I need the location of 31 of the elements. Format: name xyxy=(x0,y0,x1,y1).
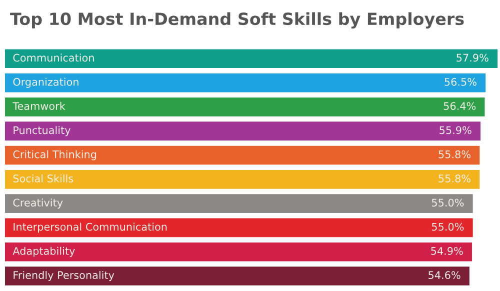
data-label: 55.9% xyxy=(440,126,472,134)
y-tick-label: Social Skills xyxy=(13,174,74,182)
data-label: 54.9% xyxy=(431,247,463,255)
y-tick-label: Creativity xyxy=(13,198,63,209)
y-tick-label: Communication xyxy=(13,54,94,62)
bar xyxy=(5,146,480,165)
bar xyxy=(5,218,473,238)
y-tick-label: Critical Thinking xyxy=(13,150,96,160)
bar xyxy=(5,266,470,286)
y-tick-label: Punctuality xyxy=(14,126,70,136)
bar xyxy=(5,122,480,141)
data-label: 55.8% xyxy=(438,150,470,158)
y-tick-label: Interpersonal Communication xyxy=(14,222,167,233)
bar xyxy=(5,98,485,116)
data-label: 57.9% xyxy=(456,54,488,62)
data-label: 54.6% xyxy=(428,271,460,280)
bar xyxy=(5,242,472,262)
data-label: 56.5% xyxy=(444,78,476,86)
bar xyxy=(5,49,498,68)
y-tick-label: Teamwork xyxy=(12,102,66,110)
bar xyxy=(5,73,486,92)
y-tick-label: Organization xyxy=(13,78,78,88)
chart-title: Top 10 Most In-Demand Soft Skills by Employers xyxy=(10,12,464,28)
data-label: 56.4% xyxy=(444,102,476,110)
y-tick-label: Adaptability xyxy=(12,246,75,257)
data-label: 55.0% xyxy=(432,222,464,231)
data-label: 55.8% xyxy=(438,174,470,182)
data-label: 55.0% xyxy=(432,198,464,207)
bar xyxy=(5,194,473,213)
y-tick-label: Friendly Personality xyxy=(14,270,114,282)
bar xyxy=(5,170,480,189)
